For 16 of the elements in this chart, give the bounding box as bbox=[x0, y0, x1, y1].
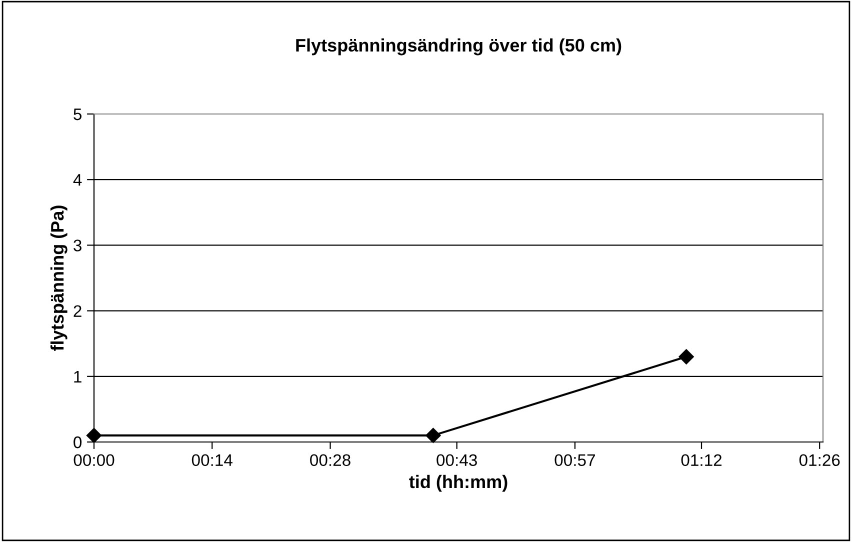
y-tick-label: 3 bbox=[74, 240, 82, 252]
x-axis-title: tid (hh:mm) bbox=[409, 474, 508, 492]
x-tick-label: 01:26 bbox=[799, 454, 840, 466]
chart-title: Flytspänningsändring över tid (50 cm) bbox=[296, 38, 622, 56]
y-tick-label: 0 bbox=[74, 436, 82, 448]
y-tick-label: 1 bbox=[74, 370, 82, 382]
y-tick-label: 5 bbox=[74, 108, 82, 120]
x-tick-label: 00:57 bbox=[554, 454, 595, 466]
x-tick-label: 00:28 bbox=[310, 454, 350, 466]
x-tick-label: 00:14 bbox=[192, 454, 232, 466]
y-tick-label: 2 bbox=[74, 305, 82, 317]
x-tick-label: 00:43 bbox=[436, 454, 477, 466]
x-tick-label: 00:00 bbox=[74, 454, 114, 466]
y-axis-title: flytspänning (Pa) bbox=[50, 206, 68, 351]
y-tick-label: 4 bbox=[73, 174, 82, 186]
x-tick-label: 01:12 bbox=[681, 454, 722, 466]
